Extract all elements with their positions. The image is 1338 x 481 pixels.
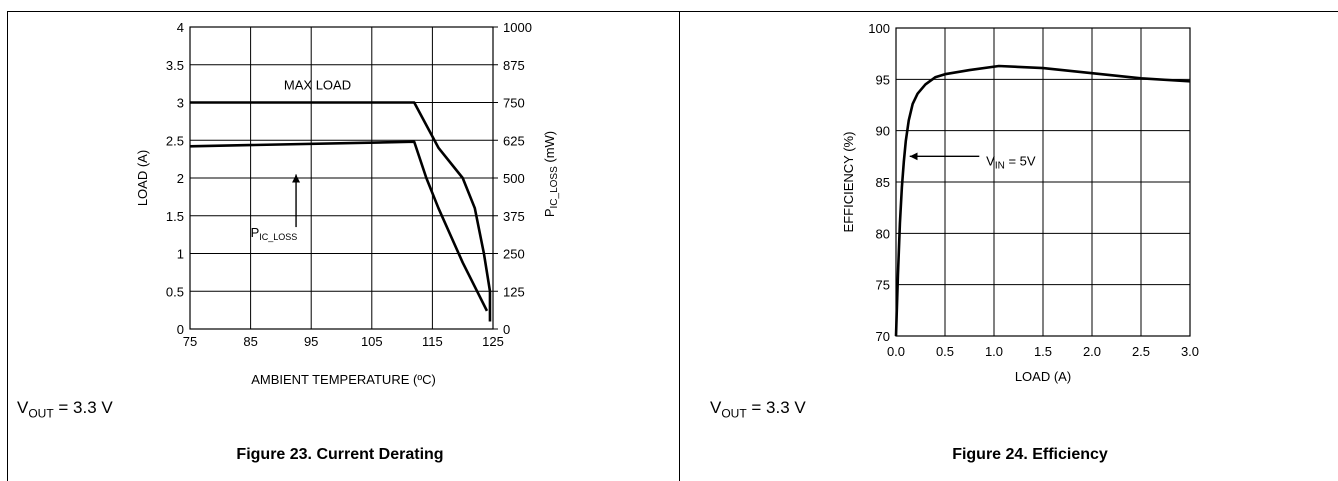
frame-left-border bbox=[7, 11, 8, 481]
y-tick-label: 2 bbox=[177, 171, 184, 186]
pic-loss-annotation: PIC_LOSS bbox=[251, 225, 298, 242]
vin-annotation-rest: = 5V bbox=[1005, 154, 1036, 169]
y2-tick-label: 1000 bbox=[503, 20, 532, 35]
vin-annotation: VIN = 5V bbox=[986, 154, 1036, 172]
plot-frame bbox=[189, 26, 494, 330]
figure-23-caption: Figure 23. Current Derating bbox=[236, 446, 444, 463]
y-tick-label: 95 bbox=[876, 72, 890, 87]
y2-tick-label: 0 bbox=[503, 322, 510, 337]
x-tick-label: 0.0 bbox=[887, 344, 905, 359]
x-tick-label: 75 bbox=[183, 334, 197, 349]
y-tick-label: 80 bbox=[876, 226, 890, 241]
x-tick-label: 0.5 bbox=[936, 344, 954, 359]
y2-tick-label: 500 bbox=[503, 171, 525, 186]
y-tick-label: 2.5 bbox=[166, 133, 184, 148]
y-tick-label: 4 bbox=[177, 20, 184, 35]
x-tick-label: 125 bbox=[482, 334, 504, 349]
frame-top-border bbox=[7, 11, 1338, 12]
y-tick-label: 85 bbox=[876, 175, 890, 190]
frame-divider bbox=[679, 11, 680, 481]
vin-annotation-main: V bbox=[986, 154, 995, 169]
condition-label-fig24: VOUT = 3.3 V bbox=[710, 398, 806, 421]
y-tick-label: 0 bbox=[177, 322, 184, 337]
y-tick-label: 90 bbox=[876, 124, 890, 139]
x-tick-label: 2.5 bbox=[1132, 344, 1150, 359]
y2-tick-label: 875 bbox=[503, 58, 525, 73]
vin-annotation-sub: IN bbox=[995, 161, 1005, 172]
y-tick-label: 1.5 bbox=[166, 209, 184, 224]
y-tick-label: 100 bbox=[868, 21, 890, 36]
plot-frame bbox=[895, 27, 1191, 337]
y2-tick-label: 375 bbox=[503, 209, 525, 224]
figure-24-caption: Figure 24. Efficiency bbox=[952, 446, 1108, 463]
x-axis-label: AMBIENT TEMPERATURE (ºC) bbox=[251, 372, 436, 387]
pic-loss-annotation-main: P bbox=[251, 225, 260, 240]
y2-axis-label-main: P bbox=[542, 208, 557, 217]
x-tick-label: 2.0 bbox=[1083, 344, 1101, 359]
y-axis-label: EFFICIENCY (%) bbox=[841, 132, 856, 233]
y2-tick-label: 250 bbox=[503, 247, 525, 262]
y2-axis-label: PIC_LOSS (mW) bbox=[542, 131, 560, 217]
pic-loss-annotation-sub: IC_LOSS bbox=[259, 232, 297, 242]
y-axis-label: LOAD (A) bbox=[135, 150, 150, 206]
x-axis-label: LOAD (A) bbox=[1015, 369, 1071, 384]
condition-label-fig23: VOUT = 3.3 V bbox=[17, 398, 113, 421]
y-tick-label: 75 bbox=[876, 278, 890, 293]
x-tick-label: 3.0 bbox=[1181, 344, 1199, 359]
y-tick-label: 3 bbox=[177, 96, 184, 111]
x-tick-label: 115 bbox=[422, 334, 443, 349]
y2-axis-label-rest: (mW) bbox=[542, 131, 557, 166]
y2-tick-label: 125 bbox=[503, 284, 525, 299]
y-tick-label: 1 bbox=[177, 247, 184, 262]
x-tick-label: 105 bbox=[361, 334, 383, 349]
current-derating-chart: 75 85 95 105 115 12500.511.522.533.5401252503… bbox=[135, 20, 560, 387]
efficiency-line bbox=[894, 64, 1191, 337]
max-load-line bbox=[190, 101, 492, 322]
x-tick-label: 1.0 bbox=[985, 344, 1003, 359]
x-tick-label: 85 bbox=[243, 334, 257, 349]
pic-loss-line bbox=[189, 140, 489, 312]
y-tick-label: 3.5 bbox=[166, 58, 184, 73]
y2-axis-label-sub: IC_LOSS bbox=[549, 166, 560, 209]
y-tick-label: 70 bbox=[876, 329, 890, 344]
efficiency-chart: 0.0 0.5 1.0 1.5 2.0 2.5 3.0 70 75 80 85 90 95 100 LOAD… bbox=[841, 21, 1199, 384]
x-tick-label: 1.5 bbox=[1034, 344, 1052, 359]
y-tick-label: 0.5 bbox=[166, 284, 184, 299]
x-tick-label: 95 bbox=[304, 334, 318, 349]
max-load-annotation: MAX LOAD bbox=[284, 78, 351, 93]
y2-tick-label: 625 bbox=[503, 133, 525, 148]
y2-tick-label: 750 bbox=[503, 96, 525, 111]
